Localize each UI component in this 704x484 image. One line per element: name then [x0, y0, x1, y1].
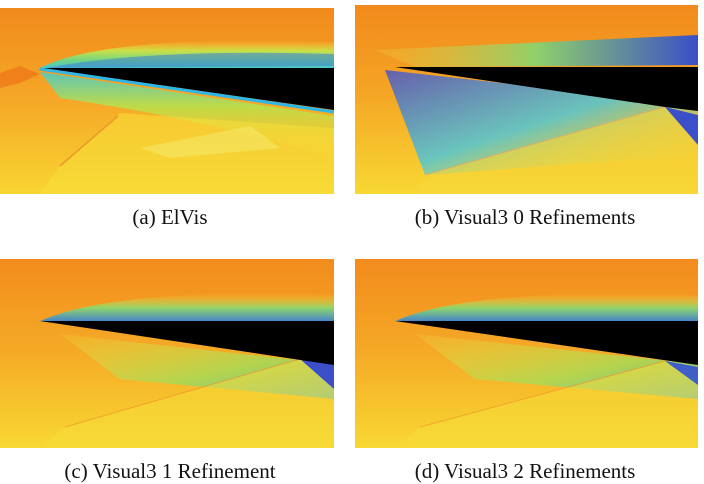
caption-d: (d) Visual3 2 Refinements	[414, 459, 636, 483]
image-visual3-0-refinements	[355, 5, 698, 194]
caption-c: (c) Visual3 1 Refinement	[64, 459, 276, 483]
image-elvis	[0, 8, 334, 194]
image-visual3-1-refinement	[0, 259, 334, 448]
caption-b: (b) Visual3 0 Refinements	[414, 205, 636, 229]
image-visual3-2-refinements	[355, 259, 698, 448]
caption-a: (a) ElVis	[132, 205, 208, 229]
